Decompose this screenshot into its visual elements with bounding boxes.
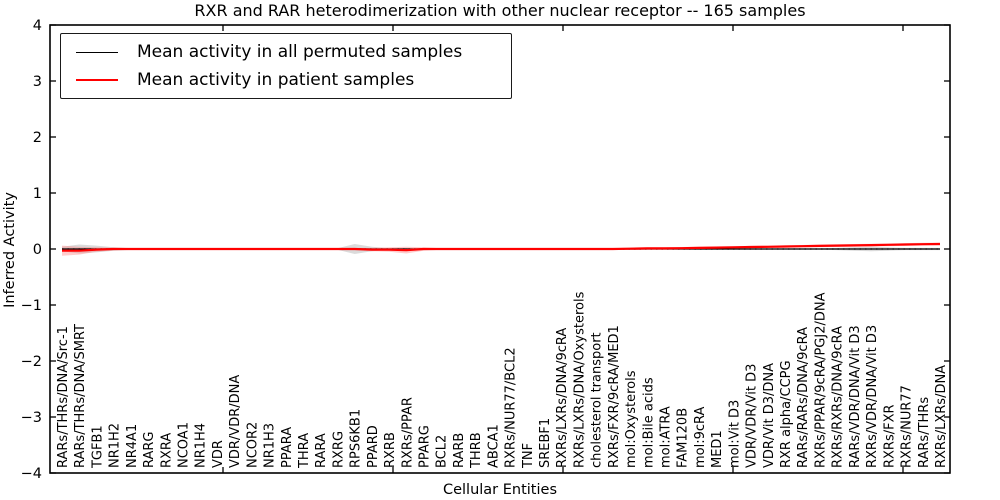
x-tick-label: THRA [297,433,312,469]
y-tick-label: 3 [33,74,42,90]
x-tick-label: RXRs/RXRs/DNA/9cRA [831,326,846,468]
x-tick-label: ABCA1 [486,424,501,468]
x-tick-label: RXRs/PPAR/9cRA/PGJ2/DNA [813,292,828,468]
y-tick-label: −2 [21,354,42,370]
x-tick-label: cholesterol transport [590,332,605,468]
x-tick-label: TGFB1 [90,425,105,469]
series-line-patient [62,242,941,252]
x-tick-label: RXRs/VDR/DNA/Vit D3 [865,325,880,468]
y-tick-label: −1 [21,298,42,314]
x-tick-label: RXRs/LXRs/DNA [934,365,949,468]
x-tick-label: MED1 [710,430,725,468]
legend-label-permuted: Mean activity in all permuted samples [137,42,463,62]
x-tick-label: mol:Oxysterols [624,370,639,468]
x-tick-label: RXRs/FXR/9cRA/MED1 [607,325,622,468]
chart-title: RXR and RAR heterodimerization with othe… [194,1,806,20]
x-tick-label: NCOA1 [177,422,192,468]
x-tick-label: RARB [452,433,467,468]
x-tick-label: VDR/VDR/DNA [228,375,243,468]
x-tick-label: mol:Vit D3 [727,400,742,468]
x-tick-label: RXRs/NUR77 [900,385,915,468]
x-tick-label: NR1H4 [194,423,209,468]
x-tick-label: RXRs/FXR [882,404,897,468]
y-tick-label: 1 [33,186,42,202]
legend-line-sample-patient [76,79,118,81]
x-tick-label: NR1H3 [263,423,278,468]
x-tick-label: VDR/Vit D3/DNA [762,363,777,468]
x-tick-label: RARs/RARs/DNA/9cRA [796,327,811,468]
legend-item-patient: Mean activity in patient samples [61,66,511,94]
x-tick-label: RXRs/LXRs/DNA/9cRA [555,328,570,468]
legend-label-patient: Mean activity in patient samples [137,70,415,90]
y-tick-label: −4 [21,466,42,482]
x-tick-label: PPARG [418,425,433,468]
x-tick-label: RARA [314,433,329,468]
x-tick-label: RARs/THRs/DNA/SMRT [73,324,88,468]
x-tick-label: mol:Bile acids [641,377,656,468]
x-tick-label: RXRs/LXRs/DNA/Oxysterols [572,291,587,468]
y-tick-label: 2 [33,130,42,146]
x-tick-label: NR4A1 [125,424,140,468]
y-axis-title: Inferred Activity [2,192,18,308]
legend-line-sample-permuted [76,51,118,53]
x-tick-label: RARs/THRs [917,397,932,468]
x-tick-label: RARG [142,431,157,468]
x-tick-label: FAM120B [676,408,691,468]
x-tick-label: mol:9cRA [693,406,708,468]
legend: Mean activity in all permuted samples Me… [60,33,512,99]
x-axis-title: Cellular Entities [443,482,557,498]
x-tick-label: RXRs/PPAR [400,397,415,468]
x-tick-label: RPS6KB1 [349,409,364,468]
x-tick-label: RXRA [159,433,174,468]
x-tick-label: SREBF1 [538,418,553,468]
legend-item-permuted: Mean activity in all permuted samples [61,38,511,66]
y-tick-label: 0 [33,242,42,258]
x-tick-label: BCL2 [435,435,450,468]
x-tick-label: THRB [469,432,484,469]
y-tick-label: −3 [21,410,42,426]
x-tick-label: VDR [211,440,226,468]
x-tick-label: VDR/VDR/Vit D3 [745,364,760,468]
x-tick-label: NR1H2 [108,423,123,468]
x-tick-label: TNF [521,443,536,469]
x-tick-label: mol:ATRA [659,406,674,468]
x-tick-label: PPARA [280,427,295,468]
x-tick-label: RXR alpha/CCPG [779,360,794,468]
x-tick-label: PPARD [366,425,381,468]
y-tick-label: 4 [33,18,42,34]
x-tick-label: RARs/VDR/DNA/Vit D3 [848,325,863,468]
x-tick-label: NCOR2 [245,422,260,468]
x-tick-label: RARs/THRs/DNA/Src-1 [56,326,71,468]
x-tick-label: RXRs/NUR77/BCL2 [504,347,519,468]
x-tick-label: RXRG [331,431,346,468]
x-tick-label: RXRB [383,432,398,468]
